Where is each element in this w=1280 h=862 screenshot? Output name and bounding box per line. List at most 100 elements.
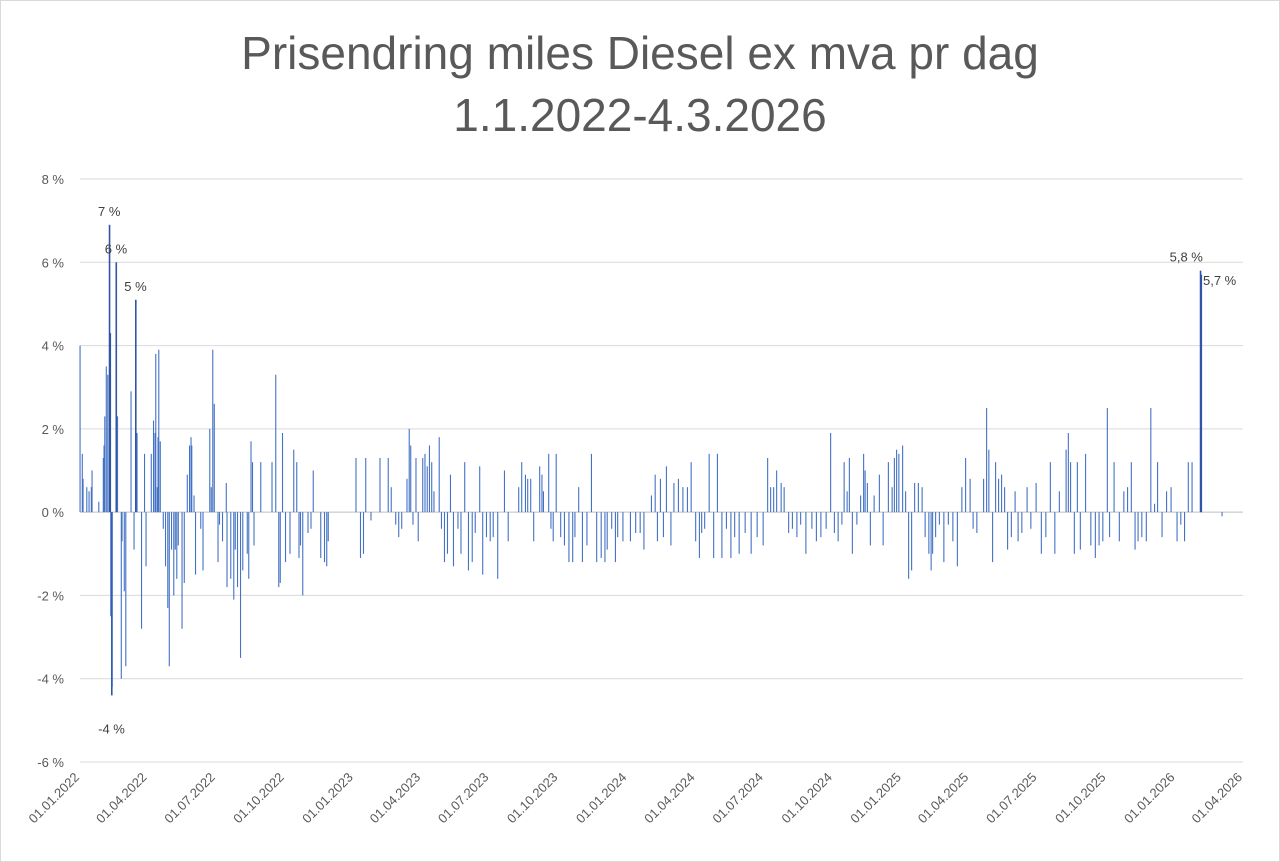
- bar: [230, 512, 232, 579]
- data-label: 6 %: [105, 241, 128, 256]
- bar: [698, 512, 700, 558]
- bar: [507, 512, 509, 542]
- bar: [617, 512, 619, 538]
- y-tick-label: 0 %: [42, 505, 65, 520]
- bar: [744, 512, 746, 533]
- bar: [891, 487, 893, 513]
- bar: [107, 374, 109, 513]
- x-tick-label: 01.10.2025: [1052, 770, 1109, 827]
- bar: [1090, 512, 1092, 546]
- bar: [851, 512, 853, 554]
- x-tick-label: 01.10.2022: [230, 770, 287, 827]
- bar: [1123, 491, 1125, 513]
- bar: [716, 453, 718, 513]
- bar: [563, 512, 565, 546]
- bar: [158, 349, 160, 513]
- bar: [673, 482, 675, 513]
- bar: [1187, 462, 1189, 513]
- bar: [440, 512, 443, 529]
- chart-title-line-1: Prisendring miles Diesel ex mva pr dag: [241, 27, 1039, 79]
- bar: [662, 512, 664, 538]
- x-tick-label: 01.07.2025: [983, 770, 1040, 827]
- bar: [446, 512, 449, 554]
- bar: [914, 482, 916, 513]
- bar: [157, 437, 159, 513]
- bar: [103, 445, 105, 513]
- bar: [474, 512, 476, 533]
- bar: [1067, 433, 1069, 513]
- bar: [518, 487, 520, 513]
- bar: [181, 512, 183, 629]
- bar: [552, 512, 554, 542]
- bar: [833, 512, 835, 533]
- bar: [527, 478, 529, 513]
- bar: [460, 512, 462, 554]
- bar: [152, 420, 155, 513]
- bar: [860, 495, 862, 513]
- bar: [174, 512, 176, 550]
- bar: [1161, 512, 1163, 538]
- bar: [284, 512, 287, 563]
- bar: [908, 512, 910, 579]
- bar: [82, 478, 84, 513]
- bar: [109, 333, 112, 513]
- bar: [796, 512, 798, 538]
- bar: [218, 512, 221, 525]
- bar: [961, 487, 963, 513]
- bar: [629, 512, 631, 542]
- bar: [164, 512, 167, 567]
- bar: [825, 512, 827, 529]
- bar: [312, 470, 314, 513]
- bar: [1113, 462, 1115, 513]
- bar: [210, 487, 212, 513]
- bar: [1180, 512, 1182, 525]
- bar: [415, 458, 417, 513]
- bar: [260, 462, 262, 513]
- bar: [846, 491, 848, 513]
- bar: [560, 512, 562, 538]
- bar: [1021, 512, 1023, 533]
- bar: [271, 462, 273, 513]
- bar: [193, 495, 195, 513]
- bar: [186, 474, 188, 513]
- bar: [121, 512, 123, 542]
- bar: [1001, 474, 1003, 513]
- bar: [639, 512, 641, 533]
- bar: [972, 512, 974, 529]
- data-labels: 7 % 6 % 5 % -4 % 5,8 % 5,7 %: [98, 204, 1237, 737]
- x-tick-label: 01.04.2026: [1188, 770, 1245, 827]
- bar: [370, 512, 372, 521]
- bar: [878, 474, 880, 513]
- bar: [1145, 512, 1147, 542]
- bar: [1035, 482, 1037, 513]
- bar: [1098, 512, 1100, 546]
- bar: [917, 482, 919, 513]
- y-tick-label: 2 %: [42, 422, 65, 437]
- bar: [815, 512, 817, 542]
- bar: [130, 391, 132, 513]
- bar: [190, 437, 192, 513]
- bar: [983, 478, 985, 513]
- bar: [221, 512, 224, 542]
- bar: [550, 512, 552, 529]
- bar: [168, 512, 170, 667]
- bar: [614, 512, 616, 563]
- bar: [738, 512, 740, 554]
- bar: [250, 441, 252, 513]
- bar: [162, 512, 164, 529]
- bar: [1150, 408, 1152, 513]
- bar: [140, 512, 143, 629]
- bar: [1170, 487, 1172, 513]
- bar: [1127, 487, 1129, 513]
- bar: [464, 462, 466, 513]
- bar: [302, 512, 304, 596]
- bar: [489, 512, 491, 542]
- bar: [492, 512, 494, 538]
- bar: [1014, 491, 1016, 513]
- bar: [924, 512, 926, 538]
- bar: [1106, 408, 1108, 513]
- bar: [590, 453, 592, 513]
- bar: [943, 512, 945, 563]
- bar: [650, 495, 652, 513]
- bar: [143, 453, 146, 513]
